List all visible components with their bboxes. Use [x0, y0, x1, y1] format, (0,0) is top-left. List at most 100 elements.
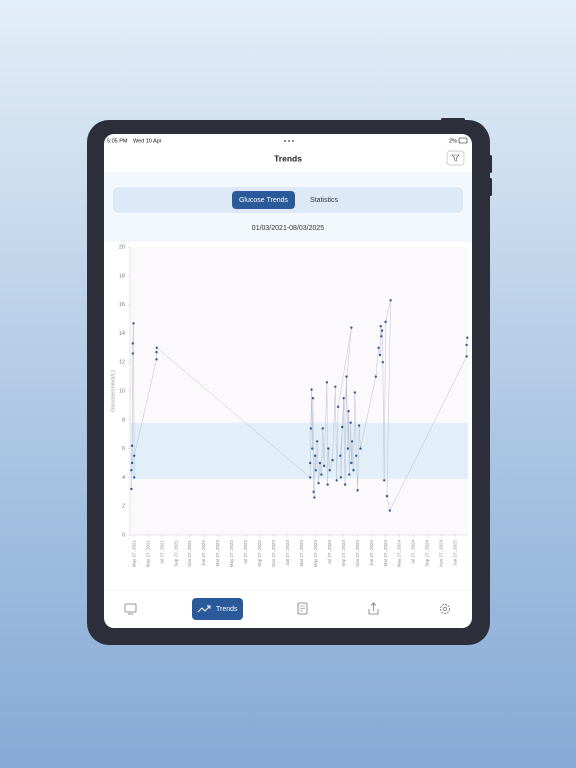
data-point	[155, 350, 158, 354]
data-point	[336, 405, 340, 409]
data-point	[379, 325, 382, 328]
data-point	[349, 421, 352, 424]
data-point	[335, 479, 338, 482]
x-tick-label: May 27, 2023	[313, 540, 318, 568]
data-point	[130, 487, 133, 491]
plot: 0 2 4 6 8 10 12 14 16 18 20 May 27, 2021 May 27, 202…	[119, 244, 469, 567]
data-point	[339, 476, 343, 479]
data-point	[130, 469, 133, 472]
data-point	[318, 461, 322, 465]
x-tick-label: Sep 27, 2024	[425, 540, 430, 567]
series-line	[131, 300, 468, 512]
data-point	[327, 447, 330, 450]
data-point	[130, 461, 134, 465]
dot	[288, 140, 290, 142]
x-tick-label: Nov 27, 2024	[439, 540, 444, 567]
data-point	[322, 464, 326, 468]
data-point	[343, 483, 347, 486]
data-point	[130, 444, 134, 447]
nav-icon-report[interactable]	[297, 602, 308, 615]
data-point	[328, 469, 331, 472]
data-point	[331, 458, 334, 462]
x-tick-label: May 27, 2024	[397, 540, 402, 568]
x-tick-label: Jul 27, 2021	[159, 540, 164, 565]
data-point	[348, 473, 351, 476]
nav-active[interactable]	[192, 598, 243, 620]
data-point	[155, 346, 159, 349]
data-point	[355, 454, 358, 457]
nav-icon-monitor[interactable]	[124, 603, 137, 613]
tab-selected[interactable]	[232, 191, 295, 209]
data-point	[388, 509, 391, 512]
x-tick-label: Jul 27, 2023	[327, 540, 332, 565]
data-point	[357, 424, 361, 427]
data-point	[381, 361, 385, 364]
nav-icon-share[interactable]	[368, 602, 379, 615]
data-point	[353, 391, 357, 394]
data-point	[350, 461, 353, 465]
target-range	[130, 422, 468, 479]
x-tick-label: Mar 27, 2023	[299, 540, 304, 567]
nav-icon-trend	[197, 605, 211, 613]
tab-label[interactable]: Statistics	[310, 197, 339, 204]
data-point	[313, 454, 317, 457]
x-tick-label: Jan 27, 2022	[201, 540, 206, 567]
data-point	[321, 427, 324, 430]
data-point	[132, 476, 136, 479]
status-battery: 2%	[449, 138, 457, 144]
x-tick-label: Sep 27, 2022	[257, 540, 262, 567]
data-point	[382, 479, 386, 482]
y-tick-label: 8	[122, 417, 125, 423]
y-tick-label: 2	[122, 504, 125, 510]
x-tick-label: Jan 27, 2023	[285, 540, 290, 567]
data-point	[356, 489, 359, 492]
x-tick-label: May 27, 2022	[229, 540, 234, 568]
x-tick-label: Jan 27, 2024	[369, 540, 374, 567]
data-point	[466, 336, 469, 339]
nav-icon-settings[interactable]	[440, 604, 450, 614]
data-point	[310, 388, 313, 391]
x-tick-label: Nov 27, 2021	[187, 540, 192, 567]
tab-label: Glucose Trends	[239, 197, 289, 204]
x-tick-label: Jul 27, 2024	[411, 540, 416, 565]
data-point	[380, 329, 384, 332]
y-tick-label: 12	[119, 360, 125, 366]
data-point	[132, 454, 136, 457]
status-time: 5:05 PM	[107, 138, 128, 144]
data-point	[378, 353, 382, 357]
data-point	[339, 454, 342, 457]
y-axis-title: Glucose(mmol/L)	[110, 370, 116, 412]
y-tick-label: 4	[122, 475, 125, 481]
data-point	[308, 461, 312, 465]
y-tick-label: 0	[122, 532, 125, 538]
nav-label: Trends	[216, 606, 238, 613]
data-point	[311, 447, 314, 450]
data-point	[385, 494, 389, 498]
x-tick-label: Nov 27, 2023	[355, 540, 360, 567]
x-tick-label: May 27, 2021	[131, 540, 136, 568]
filter-button[interactable]	[446, 150, 465, 166]
data-point	[465, 355, 468, 358]
y-tick-label: 6	[122, 446, 125, 452]
data-point	[308, 476, 312, 479]
y-tick-label: 18	[119, 273, 125, 279]
x-tick-label: Jul 27, 2022	[243, 540, 248, 565]
y-tick-label: 10	[119, 388, 125, 394]
x-tick-label: May 27, 2021	[145, 540, 150, 568]
data-point	[325, 381, 329, 384]
plot-area	[130, 247, 468, 535]
y-tick-label: 14	[119, 331, 125, 337]
status-date: Wed 10 Apr	[133, 138, 162, 144]
data-point	[155, 358, 158, 361]
x-tick-label: Mar 27, 2022	[215, 540, 220, 567]
date-range: 01/03/2021-08/03/2025	[252, 225, 325, 232]
data-point	[309, 427, 313, 430]
data-point	[377, 346, 380, 349]
y-tick-label: 20	[119, 244, 125, 250]
data-point	[359, 447, 362, 450]
data-point	[132, 322, 135, 325]
button	[489, 178, 492, 196]
data-point	[350, 440, 354, 443]
nav-icon-part	[443, 607, 447, 611]
